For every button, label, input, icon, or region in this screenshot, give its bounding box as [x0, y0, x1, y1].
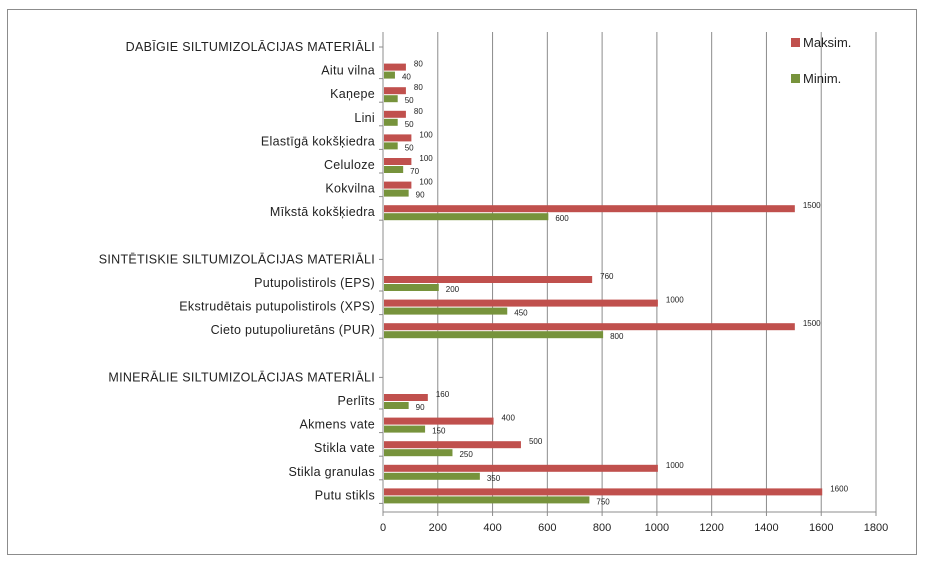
value-label-min: 350: [487, 474, 501, 483]
legend-label: Maksim.: [803, 35, 851, 50]
value-label-min: 90: [416, 403, 425, 412]
value-label-min: 750: [596, 497, 610, 506]
legend-swatch: [791, 38, 800, 47]
bar-max: [384, 394, 428, 401]
value-label-min: 450: [514, 309, 528, 318]
value-label-max: 1500: [803, 201, 821, 210]
value-label-max: 1000: [666, 461, 684, 470]
value-label-min: 50: [405, 120, 414, 129]
value-label-min: 90: [416, 191, 425, 200]
bar-min: [384, 213, 549, 221]
value-label-max: 400: [502, 414, 516, 423]
value-label-max: 760: [600, 272, 614, 281]
category-label: Aitu vilna: [321, 64, 375, 78]
bar-min: [384, 307, 508, 315]
bar-min: [384, 402, 409, 409]
bar-min: [384, 331, 604, 339]
bar-min: [384, 71, 395, 79]
bar-min: [384, 472, 480, 480]
x-tick-label: 0: [380, 522, 386, 534]
legend-swatch: [791, 74, 800, 83]
value-label-min: 200: [446, 285, 460, 294]
value-label-max: 100: [419, 130, 433, 139]
category-label: Perlīts: [337, 394, 375, 408]
x-tick-label: 200: [429, 522, 447, 534]
bar-min: [384, 166, 404, 173]
bar-max: [384, 299, 658, 307]
category-label: Putupolistirols (EPS): [254, 276, 375, 290]
value-label-max: 80: [414, 107, 423, 116]
bar-max: [384, 205, 795, 213]
bar-min: [384, 95, 398, 103]
category-label: Stikla vate: [314, 441, 375, 455]
x-tick-label: 1000: [645, 522, 669, 534]
category-label: Celuloze: [324, 158, 375, 172]
value-label-min: 40: [402, 73, 411, 82]
bar-max: [384, 464, 658, 472]
value-label-max: 80: [414, 83, 423, 92]
category-label: Mīkstā kokšķiedra: [270, 205, 375, 219]
value-label-max: 100: [419, 154, 433, 163]
x-tick-label: 400: [483, 522, 501, 534]
value-label-min: 800: [610, 332, 624, 341]
category-label: Putu stikls: [315, 488, 375, 502]
category-label: Elastīgā kokšķiedra: [261, 134, 375, 148]
value-label-max: 1600: [830, 484, 848, 493]
group-title: MINERĀLIE SILTUMIZOLĀCIJAS MATERIĀLI: [108, 370, 375, 384]
category-label: Kaņepe: [330, 87, 375, 101]
category-label: Kokvilna: [325, 182, 375, 196]
x-tick-label: 1200: [699, 522, 723, 534]
value-label-min: 70: [410, 167, 419, 176]
value-label-min: 250: [459, 450, 473, 459]
category-label: Akmens vate: [299, 418, 375, 432]
bar-max: [384, 134, 412, 142]
group-title: DABĪGIE SILTUMIZOLĀCIJAS MATERIĀLI: [126, 40, 375, 54]
x-tick-label: 1400: [754, 522, 778, 534]
legend-label: Minim.: [803, 71, 841, 86]
x-tick-label: 1800: [864, 522, 888, 534]
bar-max: [384, 181, 412, 189]
value-label-min: 50: [405, 143, 414, 152]
bar-max: [384, 110, 406, 118]
category-label: Stikla granulas: [289, 465, 376, 479]
bar-min: [384, 284, 439, 291]
group-title: SINTĒTISKIE SILTUMIZOLĀCIJAS MATERIĀLI: [99, 252, 375, 266]
value-label-min: 50: [405, 96, 414, 105]
x-tick-label: 600: [538, 522, 556, 534]
bar-max: [384, 276, 593, 283]
value-label-max: 80: [414, 60, 423, 69]
category-label: Cieto putupoliuretāns (PUR): [211, 323, 375, 337]
value-label-max: 1500: [803, 319, 821, 328]
value-label-min: 150: [432, 427, 446, 436]
bar-max: [384, 158, 412, 165]
x-tick-label: 800: [593, 522, 611, 534]
bar-max: [384, 87, 406, 95]
bar-min: [384, 496, 590, 504]
value-label-max: 1000: [666, 296, 684, 305]
bar-min: [384, 425, 426, 433]
value-label-min: 600: [555, 214, 569, 223]
value-label-max: 500: [529, 437, 543, 446]
bar-max: [384, 323, 795, 331]
category-label: Lini: [354, 111, 375, 125]
x-tick-label: 1600: [809, 522, 833, 534]
value-label-max: 100: [419, 178, 433, 187]
bar-max: [384, 417, 494, 425]
value-label-max: 160: [436, 390, 450, 399]
category-label: Ekstrudētais putupolistirols (XPS): [179, 300, 375, 314]
bar-min: [384, 189, 409, 197]
bar-max: [384, 488, 823, 496]
bar-min: [384, 118, 398, 126]
bar-max: [384, 441, 521, 449]
bar-min: [384, 142, 398, 150]
bar-min: [384, 449, 453, 457]
bar-max: [384, 63, 406, 71]
